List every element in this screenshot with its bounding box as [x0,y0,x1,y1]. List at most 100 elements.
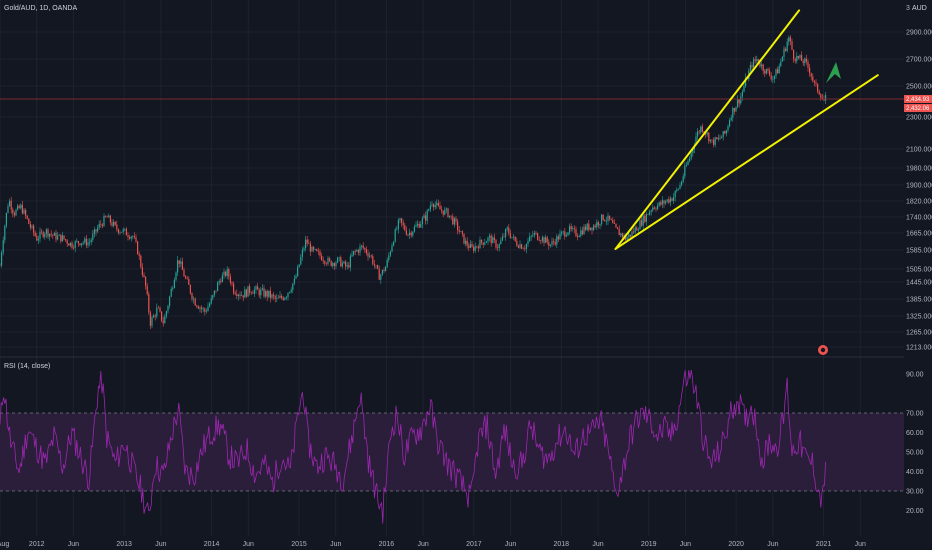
time-axis[interactable]: Aug 2012 Jun 2013 Jun 2014 Jun 2015 Jun 2016 Jun 20… [0,541,866,548]
candle-body [321,255,323,261]
candle-body [180,261,182,264]
price-tick-label: 1265.000 [906,330,932,337]
candle-body [341,263,343,267]
candle-body [317,251,319,252]
candle-body [105,215,107,217]
candle-body [385,266,387,272]
candle-body [415,225,417,227]
trendline[interactable] [614,9,801,250]
candle-body [421,218,423,224]
candle-body [309,243,311,252]
candle-body [79,243,81,246]
candle-body [681,181,683,186]
candle-body [71,242,73,248]
candle-body [253,289,255,294]
candle-body [805,58,807,62]
candle-body [767,68,769,71]
price-axis[interactable]: 1213.000 1265.000 1325.000 1385.000 1445.000… [906,30,932,352]
candle-body [322,260,324,262]
candle-body [228,269,230,277]
candle-body [207,306,209,312]
candle-body [698,131,700,133]
candle-body [732,108,734,118]
candle-body [343,261,345,264]
candle-body [690,153,692,159]
candle-body [605,220,607,222]
price-tick-label: 1325.000 [906,314,932,321]
candle-body [81,243,83,246]
candle-body [703,131,705,133]
candle-body [26,215,28,219]
candle-body [156,307,158,317]
candle-body [386,259,388,267]
candle-body [306,239,308,244]
rsi-axis[interactable]: 20.00 30.00 40.00 50.00 60.00 70.00 90.00 [906,372,924,516]
candle-body [15,209,17,216]
candle-body [108,215,110,218]
rsi-path [0,370,826,524]
candle-body [85,238,87,246]
candle-body [329,258,331,261]
candle-body [721,137,723,139]
candle-body [794,59,796,62]
candle-body [578,235,580,237]
candle-body [564,231,566,237]
candle-body [498,244,500,249]
candle-body [82,242,84,244]
candle-body [444,209,446,215]
candle-body [213,290,215,296]
candle-body [23,209,25,214]
trendlines[interactable] [614,9,879,250]
candle-body [193,298,195,300]
candle-body [215,290,217,292]
candle-body [169,296,171,306]
candle-body [4,225,6,241]
time-tick-label: Jun [330,541,341,548]
candle-body [117,229,119,233]
candle-body [434,204,436,208]
candle-body [497,247,499,249]
time-tick-label: 2017 [466,541,482,548]
candle-body [505,229,507,237]
candle-body [365,249,367,254]
candle-body [621,233,623,238]
candle-body [204,308,206,312]
candle-body [314,249,316,250]
price-tag: 2,434.93 [906,97,930,103]
candle-body [689,158,691,162]
candle-body [121,232,123,233]
candle-body [58,234,60,236]
candle-body [89,242,91,243]
candle-body [641,220,643,226]
candle-body [508,227,510,234]
trendline[interactable] [614,74,879,250]
candle-body [20,204,22,209]
candle-body [335,262,337,267]
time-tick-label: 2019 [641,541,657,548]
candle-body [135,237,137,242]
candle-body [383,270,385,272]
current-price-line: 2,434.93 2,432.06 [0,95,932,112]
candle-body [477,246,479,249]
time-tick-label: 2021 [816,541,832,548]
candle-body [809,67,811,74]
candle-body [517,245,519,248]
candle-body [397,220,399,230]
alert-icon[interactable] [818,345,828,355]
candle-body [668,199,670,203]
candle-body [463,233,465,244]
candle-body [751,65,753,68]
candle-body [351,254,353,257]
candle-body [754,59,756,61]
candle-body [337,257,339,263]
candle-body [34,232,36,236]
price-tag: 2,432.06 [906,106,930,112]
candle-body [354,250,356,252]
candle-body [311,246,313,252]
candle-body [300,256,302,265]
candle-body [644,215,646,222]
candle-body [361,245,363,247]
candle-body [599,223,601,226]
candle-body [210,298,212,304]
